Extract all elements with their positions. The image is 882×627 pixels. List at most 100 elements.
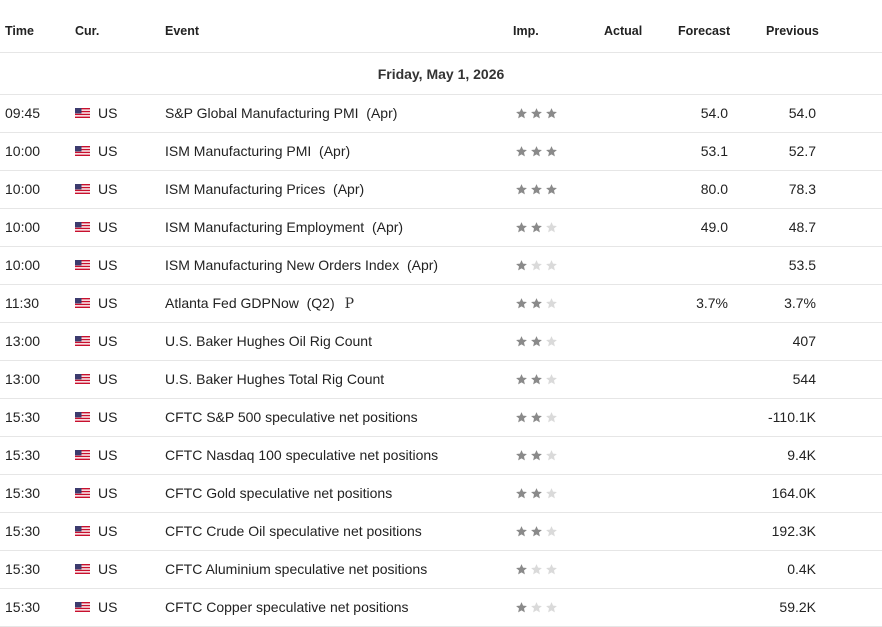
star-icon bbox=[516, 146, 527, 157]
header-actual[interactable]: Actual bbox=[604, 24, 643, 38]
star-icon bbox=[516, 298, 527, 309]
star-icon bbox=[516, 412, 527, 423]
importance-rating bbox=[515, 589, 558, 626]
star-icon bbox=[516, 526, 527, 537]
event-title[interactable]: CFTC Aluminium speculative net positions bbox=[165, 551, 427, 588]
event-title-text: U.S. Baker Hughes Total Rig Count bbox=[165, 371, 385, 387]
star-icon bbox=[516, 450, 527, 461]
event-time: 09:45 bbox=[5, 105, 41, 121]
event-time: 15:30 bbox=[5, 523, 41, 539]
event-title-text: CFTC Copper speculative net positions bbox=[165, 599, 409, 615]
star-icon bbox=[516, 488, 527, 499]
event-title[interactable]: ISM Manufacturing New Orders Index (Apr) bbox=[165, 247, 438, 284]
star-icon bbox=[531, 146, 542, 157]
header-time[interactable]: Time bbox=[5, 24, 34, 38]
table-header: Time Cur. Event Imp. Actual Forecast Pre… bbox=[0, 0, 882, 53]
event-currency: US bbox=[98, 523, 118, 539]
event-row[interactable]: 10:00 US ISM Manufacturing Employment (A… bbox=[0, 209, 882, 247]
header-previous[interactable]: Previous bbox=[766, 24, 819, 38]
event-list: 09:45 US S&P Global Manufacturing PMI (A… bbox=[0, 95, 882, 627]
event-currency: US bbox=[98, 219, 118, 235]
date-group-header: Friday, May 1, 2026 bbox=[0, 53, 882, 95]
star-icon bbox=[546, 336, 557, 347]
event-currency: US bbox=[98, 105, 118, 121]
star-icon bbox=[546, 260, 557, 271]
event-currency: US bbox=[98, 257, 118, 273]
event-title[interactable]: ISM Manufacturing Prices (Apr) bbox=[165, 171, 364, 208]
header-currency[interactable]: Cur. bbox=[75, 24, 100, 38]
star-icon bbox=[531, 374, 542, 385]
event-title[interactable]: U.S. Baker Hughes Oil Rig Count bbox=[165, 323, 372, 360]
us-flag-icon bbox=[75, 564, 90, 574]
event-row[interactable]: 10:00 US ISM Manufacturing New Orders In… bbox=[0, 247, 882, 285]
importance-rating bbox=[515, 323, 558, 360]
event-row[interactable]: 15:30 US CFTC S&P 500 speculative net po… bbox=[0, 399, 882, 437]
header-importance[interactable]: Imp. bbox=[513, 24, 539, 38]
star-icon bbox=[516, 108, 527, 119]
event-title[interactable]: CFTC Copper speculative net positions bbox=[165, 589, 409, 626]
us-flag-icon bbox=[75, 336, 90, 346]
us-flag-icon bbox=[75, 298, 90, 308]
star-icon bbox=[516, 222, 527, 233]
event-time: 15:30 bbox=[5, 561, 41, 577]
event-row[interactable]: 09:45 US S&P Global Manufacturing PMI (A… bbox=[0, 95, 882, 133]
event-row[interactable]: 10:00 US ISM Manufacturing PMI (Apr) 53.… bbox=[0, 133, 882, 171]
event-title-text: ISM Manufacturing New Orders Index (Apr) bbox=[165, 257, 439, 273]
us-flag-icon bbox=[75, 602, 90, 612]
event-title-text: CFTC S&P 500 speculative net positions bbox=[165, 409, 418, 425]
event-row[interactable]: 15:30 US CFTC Nasdaq 100 speculative net… bbox=[0, 437, 882, 475]
star-icon bbox=[546, 602, 557, 613]
event-title[interactable]: Atlanta Fed GDPNow (Q2) P bbox=[165, 285, 354, 323]
event-time: 10:00 bbox=[5, 143, 41, 159]
event-row[interactable]: 10:00 US ISM Manufacturing Prices (Apr) … bbox=[0, 171, 882, 209]
importance-rating bbox=[515, 437, 558, 474]
event-previous: 164.0K bbox=[771, 485, 816, 501]
star-icon bbox=[531, 260, 542, 271]
event-row[interactable]: 13:00 US U.S. Baker Hughes Oil Rig Count… bbox=[0, 323, 882, 361]
event-row[interactable]: 15:30 US CFTC Aluminium speculative net … bbox=[0, 551, 882, 589]
event-currency: US bbox=[98, 409, 118, 425]
star-icon bbox=[516, 602, 527, 613]
event-previous: 54.0 bbox=[788, 105, 816, 121]
event-title[interactable]: S&P Global Manufacturing PMI (Apr) bbox=[165, 95, 397, 132]
event-row[interactable]: 13:00 US U.S. Baker Hughes Total Rig Cou… bbox=[0, 361, 882, 399]
header-forecast[interactable]: Forecast bbox=[678, 24, 731, 38]
importance-rating bbox=[515, 551, 558, 588]
event-previous: 9.4K bbox=[787, 447, 816, 463]
event-forecast: 49.0 bbox=[700, 219, 728, 235]
star-icon bbox=[516, 336, 527, 347]
us-flag-icon bbox=[75, 450, 90, 460]
us-flag-icon bbox=[75, 260, 90, 270]
importance-rating bbox=[515, 513, 558, 550]
event-row[interactable]: 11:30 US Atlanta Fed GDPNow (Q2) P 3.7% 3… bbox=[0, 285, 882, 323]
event-title[interactable]: CFTC Crude Oil speculative net positions bbox=[165, 513, 422, 550]
event-row[interactable]: 15:30 US CFTC Gold speculative net posit… bbox=[0, 475, 882, 513]
event-title[interactable]: ISM Manufacturing Employment (Apr) bbox=[165, 209, 403, 246]
event-title[interactable]: CFTC Nasdaq 100 speculative net position… bbox=[165, 437, 438, 474]
event-title[interactable]: CFTC S&P 500 speculative net positions bbox=[165, 399, 418, 436]
event-previous: 3.7% bbox=[784, 295, 816, 311]
importance-rating bbox=[515, 475, 558, 512]
event-currency: US bbox=[98, 599, 118, 615]
us-flag-icon bbox=[75, 488, 90, 498]
event-title[interactable]: U.S. Baker Hughes Total Rig Count bbox=[165, 361, 384, 398]
event-currency: US bbox=[98, 447, 118, 463]
event-time: 15:30 bbox=[5, 485, 41, 501]
event-forecast: 53.1 bbox=[700, 143, 728, 159]
star-icon bbox=[531, 108, 542, 119]
importance-rating bbox=[515, 361, 558, 398]
event-row[interactable]: 15:30 US CFTC Crude Oil speculative net … bbox=[0, 513, 882, 551]
event-time: 15:30 bbox=[5, 599, 41, 615]
importance-rating bbox=[515, 133, 558, 170]
event-title-text: CFTC Nasdaq 100 speculative net position… bbox=[165, 447, 439, 463]
importance-rating bbox=[515, 209, 558, 246]
event-title[interactable]: ISM Manufacturing PMI (Apr) bbox=[165, 133, 350, 170]
us-flag-icon bbox=[75, 526, 90, 536]
event-row[interactable]: 15:30 US CFTC Copper speculative net pos… bbox=[0, 589, 882, 627]
header-event[interactable]: Event bbox=[165, 24, 200, 38]
event-time: 10:00 bbox=[5, 219, 41, 235]
event-time: 15:30 bbox=[5, 447, 41, 463]
event-currency: US bbox=[98, 143, 118, 159]
event-title[interactable]: CFTC Gold speculative net positions bbox=[165, 475, 392, 512]
us-flag-icon bbox=[75, 108, 90, 118]
